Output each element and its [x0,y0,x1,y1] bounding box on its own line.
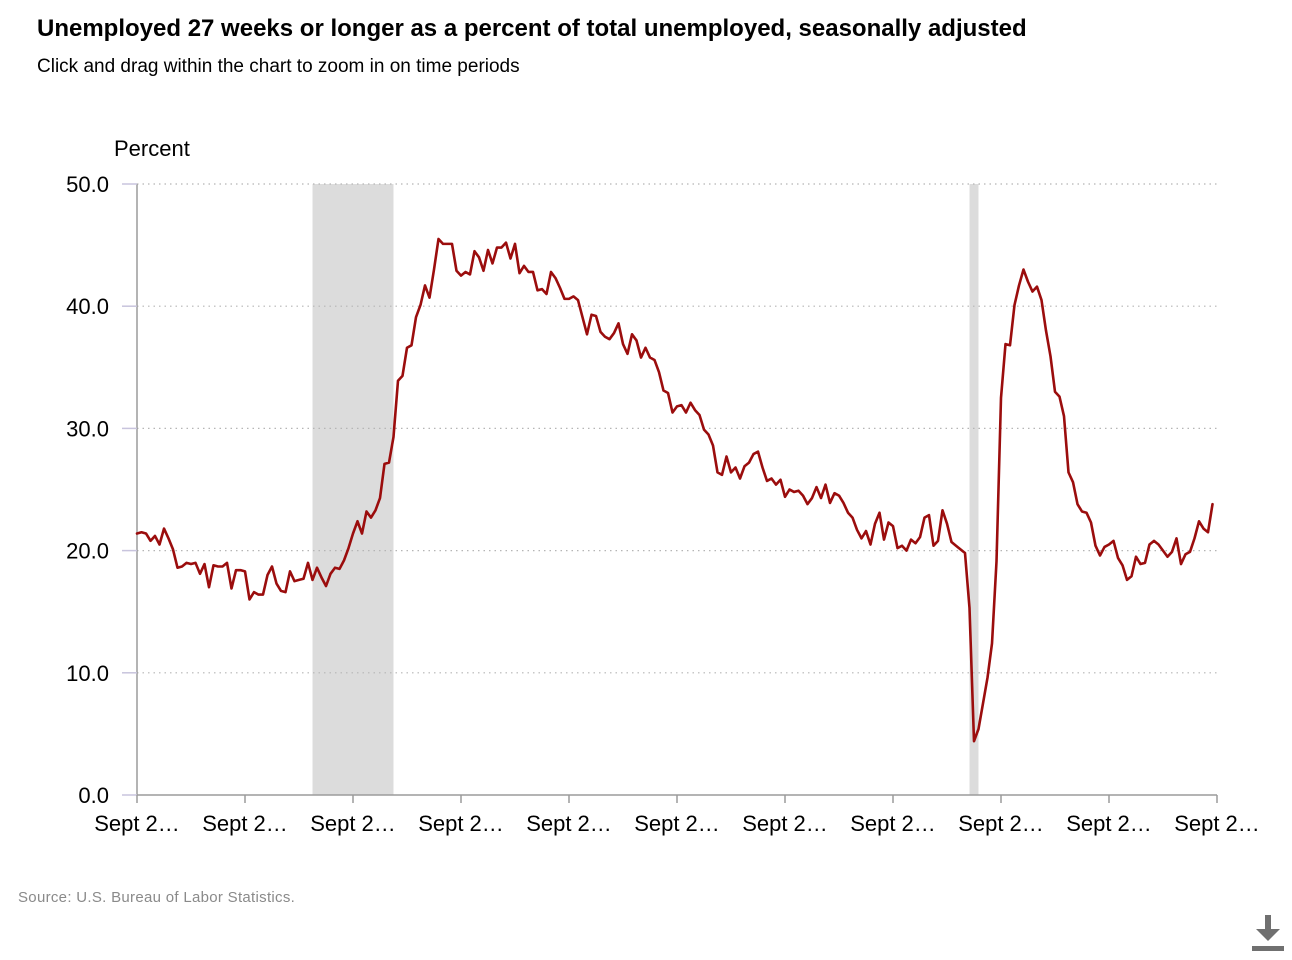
x-tick-label-6: Sept 2… [742,811,828,836]
x-tick-label-10: Sept 2… [1174,811,1260,836]
y-tick-label-4: 40.0 [66,294,109,319]
series-line-0 [135,237,1214,743]
x-tick-label-1: Sept 2… [202,811,288,836]
axes [136,184,1217,796]
x-tick-label-3: Sept 2… [418,811,504,836]
x-tick-labels: Sept 2… Sept 2… Sept 2… Sept 2… Sept 2… Sept … [94,795,1260,836]
chart-subtitle: Click and drag within the chart to zoom … [37,56,520,77]
recession-band-1 [969,184,979,795]
recession-bands [312,184,979,795]
source-note: Source: U.S. Bureau of Labor Statistics. [18,889,296,906]
line-chart[interactable]: 0.010.020.030.040.050.0 Sept 2… Sept 2… Se… [0,0,1292,870]
download-icon [1252,915,1284,951]
x-tick-label-0: Sept 2… [94,811,180,836]
y-tick-label-1: 10.0 [66,661,109,686]
y-tick-label-5: 50.0 [66,172,109,197]
y-tick-label-3: 30.0 [66,416,109,441]
gridlines [137,183,1217,674]
y-tick-label-0: 0.0 [78,783,109,808]
x-tick-label-2: Sept 2… [310,811,396,836]
y-tick-labels: 0.0 10.0 20.0 30.0 40.0 50.0 [66,172,137,808]
chart-title: Unemployed 27 weeks or longer as a perce… [37,15,1027,42]
x-tick-label-4: Sept 2… [526,811,612,836]
x-tick-label-8: Sept 2… [958,811,1044,836]
x-tick-label-9: Sept 2… [1066,811,1152,836]
x-tick-label-5: Sept 2… [634,811,720,836]
y-tick-label-2: 20.0 [66,539,109,564]
series-layer [135,237,1214,743]
download-button[interactable] [1244,909,1292,957]
x-tick-label-7: Sept 2… [850,811,936,836]
y-axis-label: Percent [114,136,190,161]
